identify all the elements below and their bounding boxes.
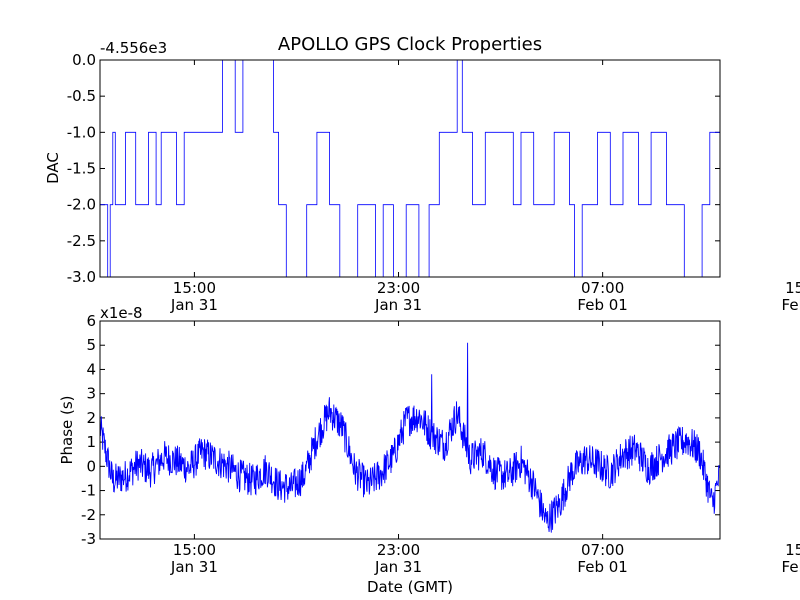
y-tick-label: 0.0 [72,51,96,69]
x-tick-label-time: 23:00 [377,541,420,559]
x-tick-label-date: Jan 31 [374,296,422,314]
phase-offset-label: x1e-8 [100,304,143,322]
x-tick-label-time: 15:00 [785,541,800,559]
chart-title: APOLLO GPS Clock Properties [278,34,542,55]
x-tick-label-date: Jan 31 [374,558,422,576]
y-tick-label: 2 [86,409,96,427]
phase-x-axis-label: Date (GMT) [367,578,453,596]
x-tick-label-date: Feb 01 [577,558,627,576]
y-tick-label: 5 [86,336,96,354]
phase-plot-frame [99,320,721,540]
y-tick-label: 3 [86,385,96,403]
y-tick-label: -2 [81,506,96,524]
dac-y-axis-label: DAC [44,152,62,184]
y-tick-label: -2.5 [67,232,96,250]
dac-plot-frame [99,59,721,278]
x-tick-label-time: 15:00 [173,279,216,297]
x-tick-label-date: Feb 01 [782,296,800,314]
x-tick-label-date: Jan 31 [170,296,218,314]
x-tick-label-time: 07:00 [581,541,624,559]
phase-series-line [100,342,720,533]
y-tick-label: 4 [86,360,96,378]
y-tick-label: 6 [86,312,96,330]
dac-panel: APOLLO GPS Clock Properties -4.556e3 DAC… [44,34,800,314]
y-tick-label: 1 [86,433,96,451]
dac-series-line [100,60,720,277]
phase-panel: x1e-8 Phase (s) Date (GMT) 6 5 4 3 2 1 0 -1 -2 -3… [58,304,800,596]
y-tick-label: -2.0 [67,196,96,214]
x-tick-label-time: 07:00 [581,279,624,297]
y-tick-label: 0 [86,457,96,475]
x-tick-label-date: Feb 01 [782,558,800,576]
y-tick-label: -3 [81,530,96,548]
x-tick-label-date: Jan 31 [170,558,218,576]
x-tick-label-time: 15:00 [785,279,800,297]
y-tick-label: -1 [81,482,96,500]
y-tick-label: -1.5 [67,160,96,178]
dac-offset-label: -4.556e3 [100,39,167,57]
y-tick-label: -1.0 [67,123,96,141]
x-tick-label-date: Feb 01 [577,296,627,314]
x-tick-label-time: 23:00 [377,279,420,297]
y-tick-label: -3.0 [67,268,96,286]
phase-y-axis-label: Phase (s) [58,395,76,464]
y-tick-label: -0.5 [67,87,96,105]
x-tick-label-time: 15:00 [173,541,216,559]
